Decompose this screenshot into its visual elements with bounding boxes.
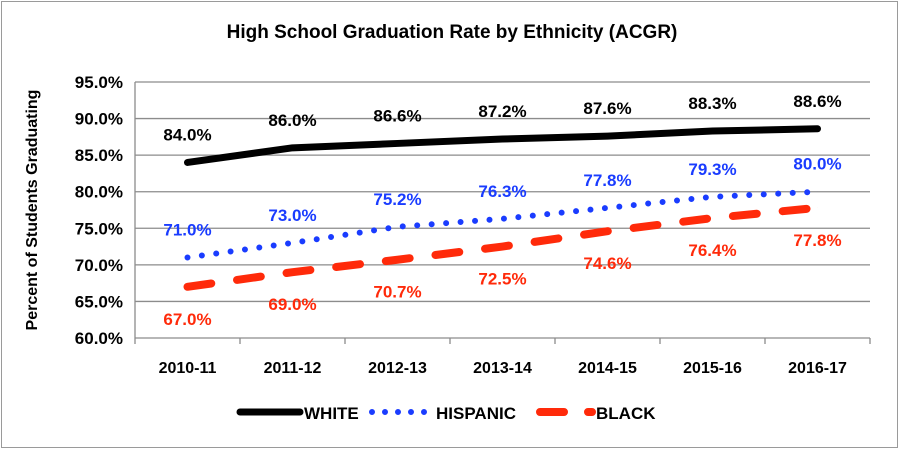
data-label: 86.6% <box>373 106 421 125</box>
data-label: 74.6% <box>583 254 631 273</box>
data-label: 71.0% <box>163 221 211 240</box>
x-tick-label: 2013-14 <box>473 360 532 377</box>
legend-label-white: WHITE <box>304 404 359 423</box>
x-tick-label: 2016-17 <box>788 360 847 377</box>
x-tick-label: 2011-12 <box>264 360 322 377</box>
y-tick-label: 70.0% <box>75 256 123 275</box>
x-tick-label: 2010-11 <box>159 360 217 377</box>
data-label: 69.0% <box>268 295 316 314</box>
data-label: 86.0% <box>268 111 316 130</box>
data-label: 87.2% <box>478 102 526 121</box>
x-tick-label: 2012-13 <box>368 360 427 377</box>
data-label: 67.0% <box>163 310 211 329</box>
data-label: 70.7% <box>373 283 421 302</box>
y-tick-label: 75.0% <box>75 219 123 238</box>
data-label: 88.3% <box>688 94 736 113</box>
data-label: 73.0% <box>268 206 316 225</box>
data-label: 75.2% <box>373 190 421 209</box>
x-tick-label: 2014-15 <box>578 360 637 377</box>
legend-label-black: BLACK <box>596 404 656 423</box>
data-label: 77.8% <box>583 171 631 190</box>
data-label: 87.6% <box>583 99 631 118</box>
data-label: 79.3% <box>688 160 736 179</box>
data-label: 88.6% <box>793 92 841 111</box>
data-label: 72.5% <box>478 270 526 289</box>
y-tick-label: 85.0% <box>75 146 123 165</box>
legend-label-hispanic: HISPANIC <box>436 404 516 423</box>
y-axis-label: Percent of Students Graduating <box>24 90 41 331</box>
data-label: 77.8% <box>793 231 841 250</box>
y-tick-label: 65.0% <box>75 292 123 311</box>
x-tick-label: 2015-16 <box>683 360 742 377</box>
data-label: 84.0% <box>163 125 211 144</box>
y-tick-label: 60.0% <box>75 329 123 348</box>
data-label: 76.3% <box>478 182 526 201</box>
series-line-white <box>184 125 821 166</box>
y-tick-label: 90.0% <box>75 110 123 129</box>
data-label: 76.4% <box>688 241 736 260</box>
y-tick-label: 80.0% <box>75 183 123 202</box>
y-tick-label: 95.0% <box>75 73 123 92</box>
data-label: 80.0% <box>793 155 841 174</box>
chart-title: High School Graduation Rate by Ethnicity… <box>227 22 678 43</box>
